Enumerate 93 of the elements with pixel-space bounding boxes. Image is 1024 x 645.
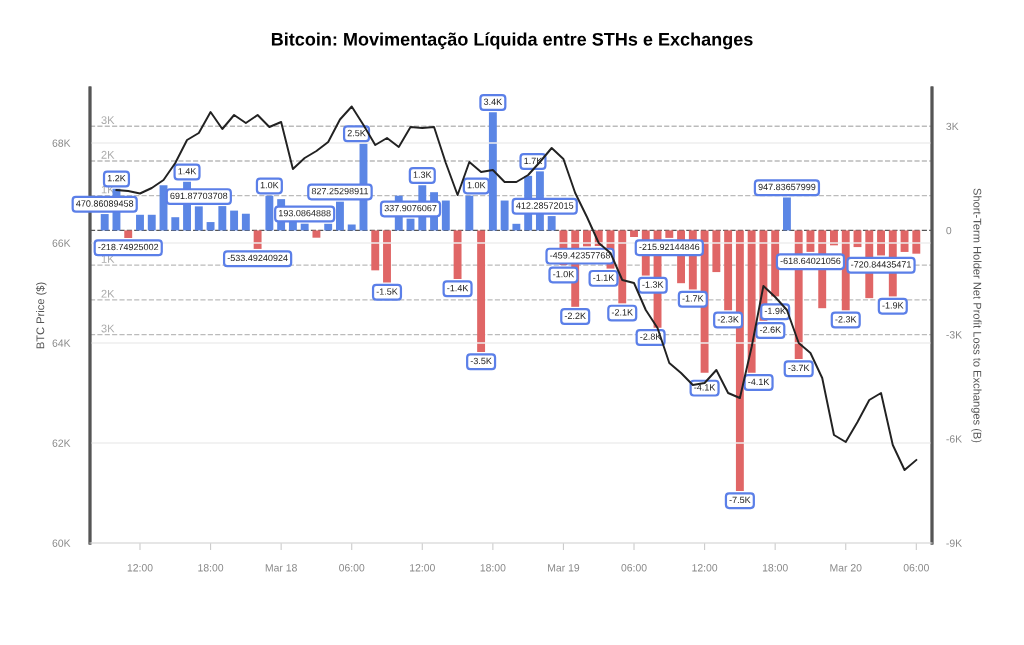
data-label: -1.9K	[882, 302, 904, 309]
bar	[383, 230, 391, 283]
data-label: -1.0K	[553, 270, 575, 278]
data-label: -218.74925002	[98, 243, 159, 251]
bar	[512, 223, 521, 231]
x-tick-label: Mar 20	[830, 564, 862, 572]
bar	[618, 230, 627, 304]
bar	[206, 222, 215, 231]
data-label: 691.87703708	[170, 192, 228, 200]
y2-tick-label: -3K	[946, 331, 962, 339]
bar	[900, 230, 909, 252]
data-label: -4.1K	[694, 384, 716, 391]
data-label: 1.0K	[260, 181, 279, 189]
y2-tick-label: -6K	[946, 435, 962, 443]
bar	[147, 214, 156, 231]
data-label: -1.7K	[682, 295, 704, 302]
data-label: -2.2K	[564, 312, 586, 319]
bar	[912, 230, 921, 254]
bar	[500, 200, 509, 231]
data-label: -1.3K	[642, 281, 664, 288]
data-label: -2.1K	[611, 309, 633, 316]
y2-tick-label: 0	[946, 226, 952, 235]
data-label: -7.5K	[729, 496, 751, 504]
x-tick-label: 18:00	[762, 564, 788, 572]
bar	[453, 230, 462, 280]
x-tick-label: 12:00	[127, 564, 153, 572]
bar	[630, 230, 638, 237]
bar	[230, 210, 239, 231]
bar	[253, 230, 262, 249]
y2-tick-label: 3K	[946, 122, 959, 131]
bar	[877, 230, 885, 256]
data-label: 2.5K	[347, 129, 366, 137]
x-tick-label: Mar 18	[265, 564, 297, 572]
data-label: 827.25298911	[311, 187, 369, 195]
data-label: 1.2K	[107, 174, 126, 182]
data-label: -4.1K	[748, 378, 770, 385]
data-label: 1.3K	[413, 171, 432, 178]
bar	[747, 230, 756, 373]
y-tick-label: 60K	[52, 539, 71, 547]
x-tick-label: 12:00	[692, 564, 718, 572]
data-label: -459.42357768	[550, 252, 610, 259]
data-label: -2.6K	[759, 326, 782, 333]
bar	[136, 214, 144, 231]
x-tick-label: 06:00	[621, 564, 647, 572]
y-tick-label: 68K	[52, 139, 71, 147]
bar	[241, 213, 250, 231]
data-label: -3.5K	[470, 357, 492, 365]
data-label: -2.3K	[717, 316, 739, 323]
bar	[665, 230, 674, 238]
y2-tick-label: -9K	[946, 539, 962, 547]
data-label: -1.5K	[376, 288, 398, 295]
data-label: 193.0864888	[279, 209, 331, 217]
x-tick-label: Mar 19	[548, 564, 580, 572]
data-label: -3.7K	[788, 364, 810, 372]
data-label: 947.83657999	[758, 183, 816, 191]
data-label: -1.1K	[593, 274, 615, 281]
data-label: -1.9K	[764, 307, 786, 315]
data-label: -1.4K	[447, 284, 469, 292]
y-axis-title: BTC Price ($)	[35, 282, 47, 349]
data-label: -618.64021056	[780, 257, 841, 265]
data-label: 337.9076067	[384, 204, 437, 212]
data-label: 1.0K	[467, 181, 486, 189]
x-tick-label: 18:00	[198, 564, 224, 572]
chart-title: Bitcoin: Movimentação Líquida entre STHs e Exchanges	[271, 32, 753, 50]
y-tick-label: 64K	[52, 339, 71, 347]
data-label: 470.86089458	[76, 200, 134, 207]
data-label: -2.3K	[835, 316, 857, 323]
bar	[371, 230, 380, 271]
x-tick-label: 18:00	[480, 564, 506, 572]
y-tick-label: 66K	[52, 239, 71, 247]
ref-line-label: 3K	[101, 324, 115, 333]
x-tick-label: 12:00	[410, 564, 435, 572]
data-label: -533.49240924	[227, 254, 288, 262]
data-label: 3.4K	[483, 98, 503, 105]
bar	[171, 217, 180, 231]
ref-line-label: 3K	[101, 116, 115, 125]
data-label: 412.28572015	[516, 202, 574, 209]
ref-line-label: 2K	[101, 289, 115, 298]
data-label: -720.84435471	[851, 261, 911, 268]
bar	[724, 230, 733, 311]
data-label: 1.4K	[178, 168, 197, 175]
data-label: -215.92144846	[639, 243, 700, 251]
bar	[124, 230, 133, 238]
ref-line-label: 2K	[101, 150, 115, 159]
x-tick-label: 06:00	[903, 564, 929, 572]
bar	[300, 223, 309, 231]
x-tick-label: 06:00	[339, 564, 365, 572]
bar	[324, 223, 333, 231]
bar	[712, 230, 721, 273]
y-tick-label: 62K	[52, 439, 71, 447]
y2-axis-title: Short-Term Holder Net Profit Loss to Exchanges (B)	[971, 188, 982, 443]
bar	[312, 230, 321, 238]
bar	[477, 230, 486, 352]
